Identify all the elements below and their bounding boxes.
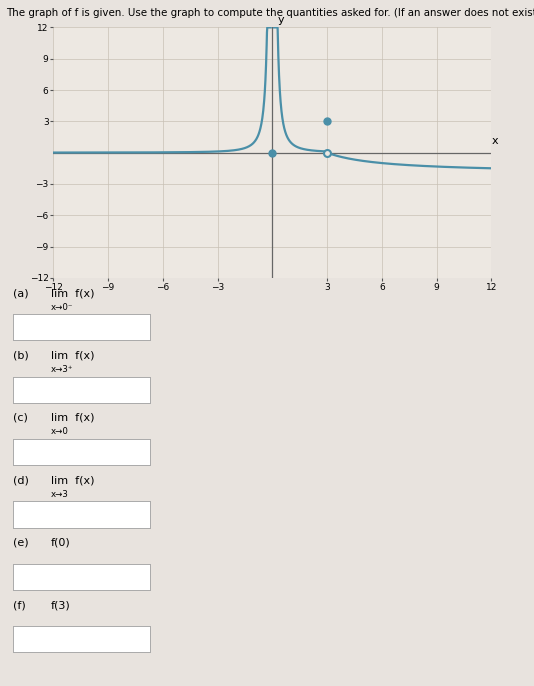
Text: (d): (d) [13,475,29,486]
Text: (c): (c) [13,413,28,423]
Text: (e): (e) [13,538,29,548]
Text: y: y [278,15,285,25]
Text: lim  f(x): lim f(x) [51,475,94,486]
Text: x→3: x→3 [51,490,68,499]
Text: (f): (f) [13,600,26,611]
Text: x→0⁻: x→0⁻ [51,303,73,311]
Text: The graph of f is given. Use the graph to compute the quantities asked for. (If : The graph of f is given. Use the graph t… [6,8,534,19]
Text: x→3⁺: x→3⁺ [51,365,73,374]
Text: lim  f(x): lim f(x) [51,288,94,298]
Text: x: x [491,137,498,146]
Text: f(3): f(3) [51,600,70,611]
Text: lim  f(x): lim f(x) [51,351,94,361]
Text: (b): (b) [13,351,29,361]
Text: f(0): f(0) [51,538,70,548]
Text: lim  f(x): lim f(x) [51,413,94,423]
Text: x→0: x→0 [51,427,68,436]
Text: (a): (a) [13,288,29,298]
